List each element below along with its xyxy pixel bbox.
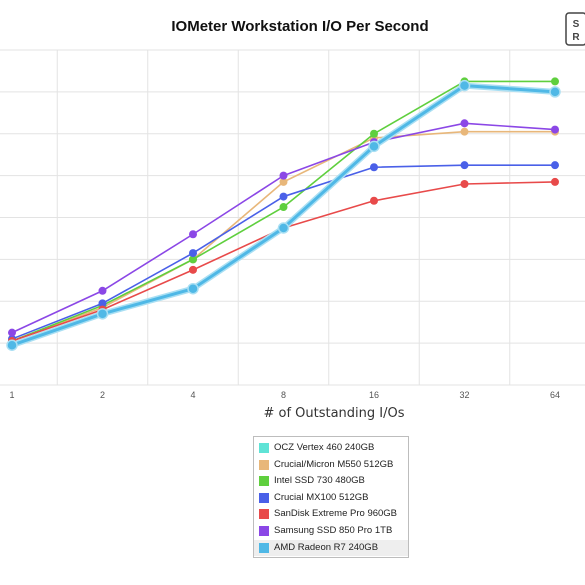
legend-item[interactable]: Samsung SSD 850 Pro 1TB: [254, 523, 408, 540]
x-tick-label: 4: [190, 390, 195, 400]
data-point: [98, 286, 107, 295]
legend: OCZ Vertex 460 240GB Crucial/Micron M550 …: [253, 436, 409, 558]
data-point: [6, 339, 18, 351]
series-line: [11, 80, 555, 342]
legend-swatch: [259, 459, 269, 470]
x-tick-label: 2: [100, 390, 105, 400]
data-point: [460, 119, 469, 128]
legend-swatch: [259, 509, 269, 520]
x-tick-label: 8: [281, 390, 286, 400]
data-point: [551, 125, 559, 134]
series-2: [8, 77, 559, 346]
data-point: [98, 299, 107, 308]
data-point: [551, 161, 559, 170]
data-point: [551, 177, 559, 186]
series-1: [8, 127, 559, 346]
series-layer: [6, 77, 561, 351]
legend-item[interactable]: Intel SSD 730 480GB: [254, 473, 408, 490]
legend-swatch: [259, 542, 269, 553]
data-point: [460, 161, 469, 170]
legend-item[interactable]: Crucial/Micron M550 512GB: [254, 457, 408, 474]
legend-label: Crucial MX100 512GB: [274, 491, 369, 503]
data-point: [279, 177, 288, 186]
x-tick-label: 16: [369, 390, 379, 400]
x-axis-label: # of Outstanding I/Os: [263, 406, 405, 421]
legend-item[interactable]: SanDisk Extreme Pro 960GB: [254, 506, 408, 523]
x-axis-ticks: 1 2 4 8 16 32 64: [9, 390, 560, 400]
data-point: [189, 230, 197, 239]
legend-swatch: [259, 443, 269, 453]
svg-text:R: R: [572, 32, 580, 43]
svg-text:S: S: [573, 19, 580, 30]
site-logo: S R: [565, 12, 585, 46]
data-point: [368, 140, 380, 153]
legend-label: SanDisk Extreme Pro 960GB: [274, 508, 398, 520]
series-6: [6, 79, 561, 351]
legend-label: OCZ Vertex 460 240GB: [274, 442, 375, 453]
series-0: [8, 81, 559, 350]
data-point: [370, 163, 378, 172]
data-point: [370, 196, 378, 205]
data-point: [460, 127, 469, 136]
data-point: [460, 180, 469, 188]
legend-swatch: [259, 476, 269, 487]
series-5: [8, 119, 559, 337]
x-tick-label: 1: [9, 390, 14, 400]
data-point: [8, 328, 16, 337]
legend-label: Crucial/Micron M550 512GB: [274, 458, 394, 470]
legend-item[interactable]: AMD Radeon R7 240GB: [254, 539, 408, 557]
data-point: [189, 265, 197, 274]
data-point: [279, 203, 288, 212]
data-point: [187, 282, 199, 295]
data-point: [277, 222, 290, 234]
legend-swatch: [259, 492, 269, 503]
data-point: [189, 255, 197, 264]
legend-label: Samsung SSD 850 Pro 1TB: [274, 524, 393, 536]
data-point: [189, 249, 197, 258]
legend-label: Intel SSD 730 480GB: [274, 475, 365, 487]
legend-item[interactable]: Crucial MX100 512GB: [254, 490, 408, 507]
data-point: [549, 86, 561, 98]
data-point: [96, 308, 109, 320]
x-tick-label: 64: [550, 390, 560, 400]
data-point: [551, 77, 559, 86]
legend-swatch: [259, 525, 269, 536]
legend-label: AMD Radeon R7 240GB: [274, 541, 379, 553]
chart-title: IOMeter Workstation I/O Per Second: [171, 18, 429, 35]
data-point: [370, 129, 378, 138]
data-point: [458, 79, 471, 92]
x-tick-label: 32: [459, 390, 469, 400]
legend-item[interactable]: OCZ Vertex 460 240GB: [254, 440, 408, 457]
data-point: [279, 171, 288, 180]
data-point: [279, 192, 288, 201]
